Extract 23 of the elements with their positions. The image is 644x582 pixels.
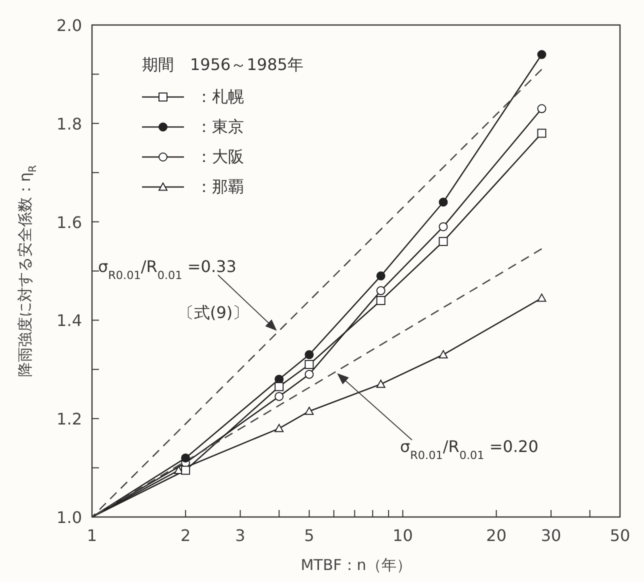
legend-label: ：那覇 (196, 177, 244, 196)
legend-label: ：札幌 (196, 87, 244, 106)
y-tick-label: 1.0 (56, 508, 82, 527)
x-tick-label: 20 (486, 526, 507, 545)
x-tick-label: 30 (540, 526, 562, 545)
legend-title: 期間 1956～1985年 (142, 55, 304, 74)
annotation: 〔式(9)〕 (178, 303, 249, 322)
legend-label: ：大阪 (196, 147, 244, 166)
annotation: σ$_{R0.01}$/R$_{0.01}$ =0.33 (98, 257, 236, 282)
y-tick-label: 1.2 (56, 410, 82, 429)
x-axis-title: MTBF：n（年） (300, 556, 412, 574)
y-tick-label: 1.4 (56, 311, 82, 330)
y-tick-label: 1.6 (56, 212, 82, 232)
y-tick-label: 2.0 (56, 16, 82, 35)
y-tick-label: 1.8 (56, 114, 82, 134)
annotation: σ$_{R0.01}$/R$_{0.01}$ =0.20 (400, 437, 538, 462)
x-tick-label: 10 (392, 526, 413, 545)
x-tick-label: 1 (86, 526, 98, 545)
legend-label: ：東京 (196, 117, 244, 136)
x-tick-label: 5 (304, 526, 314, 545)
x-tick-label: 2 (180, 526, 191, 545)
x-tick-label: 50 (610, 526, 630, 545)
x-tick-label: 3 (235, 526, 246, 545)
